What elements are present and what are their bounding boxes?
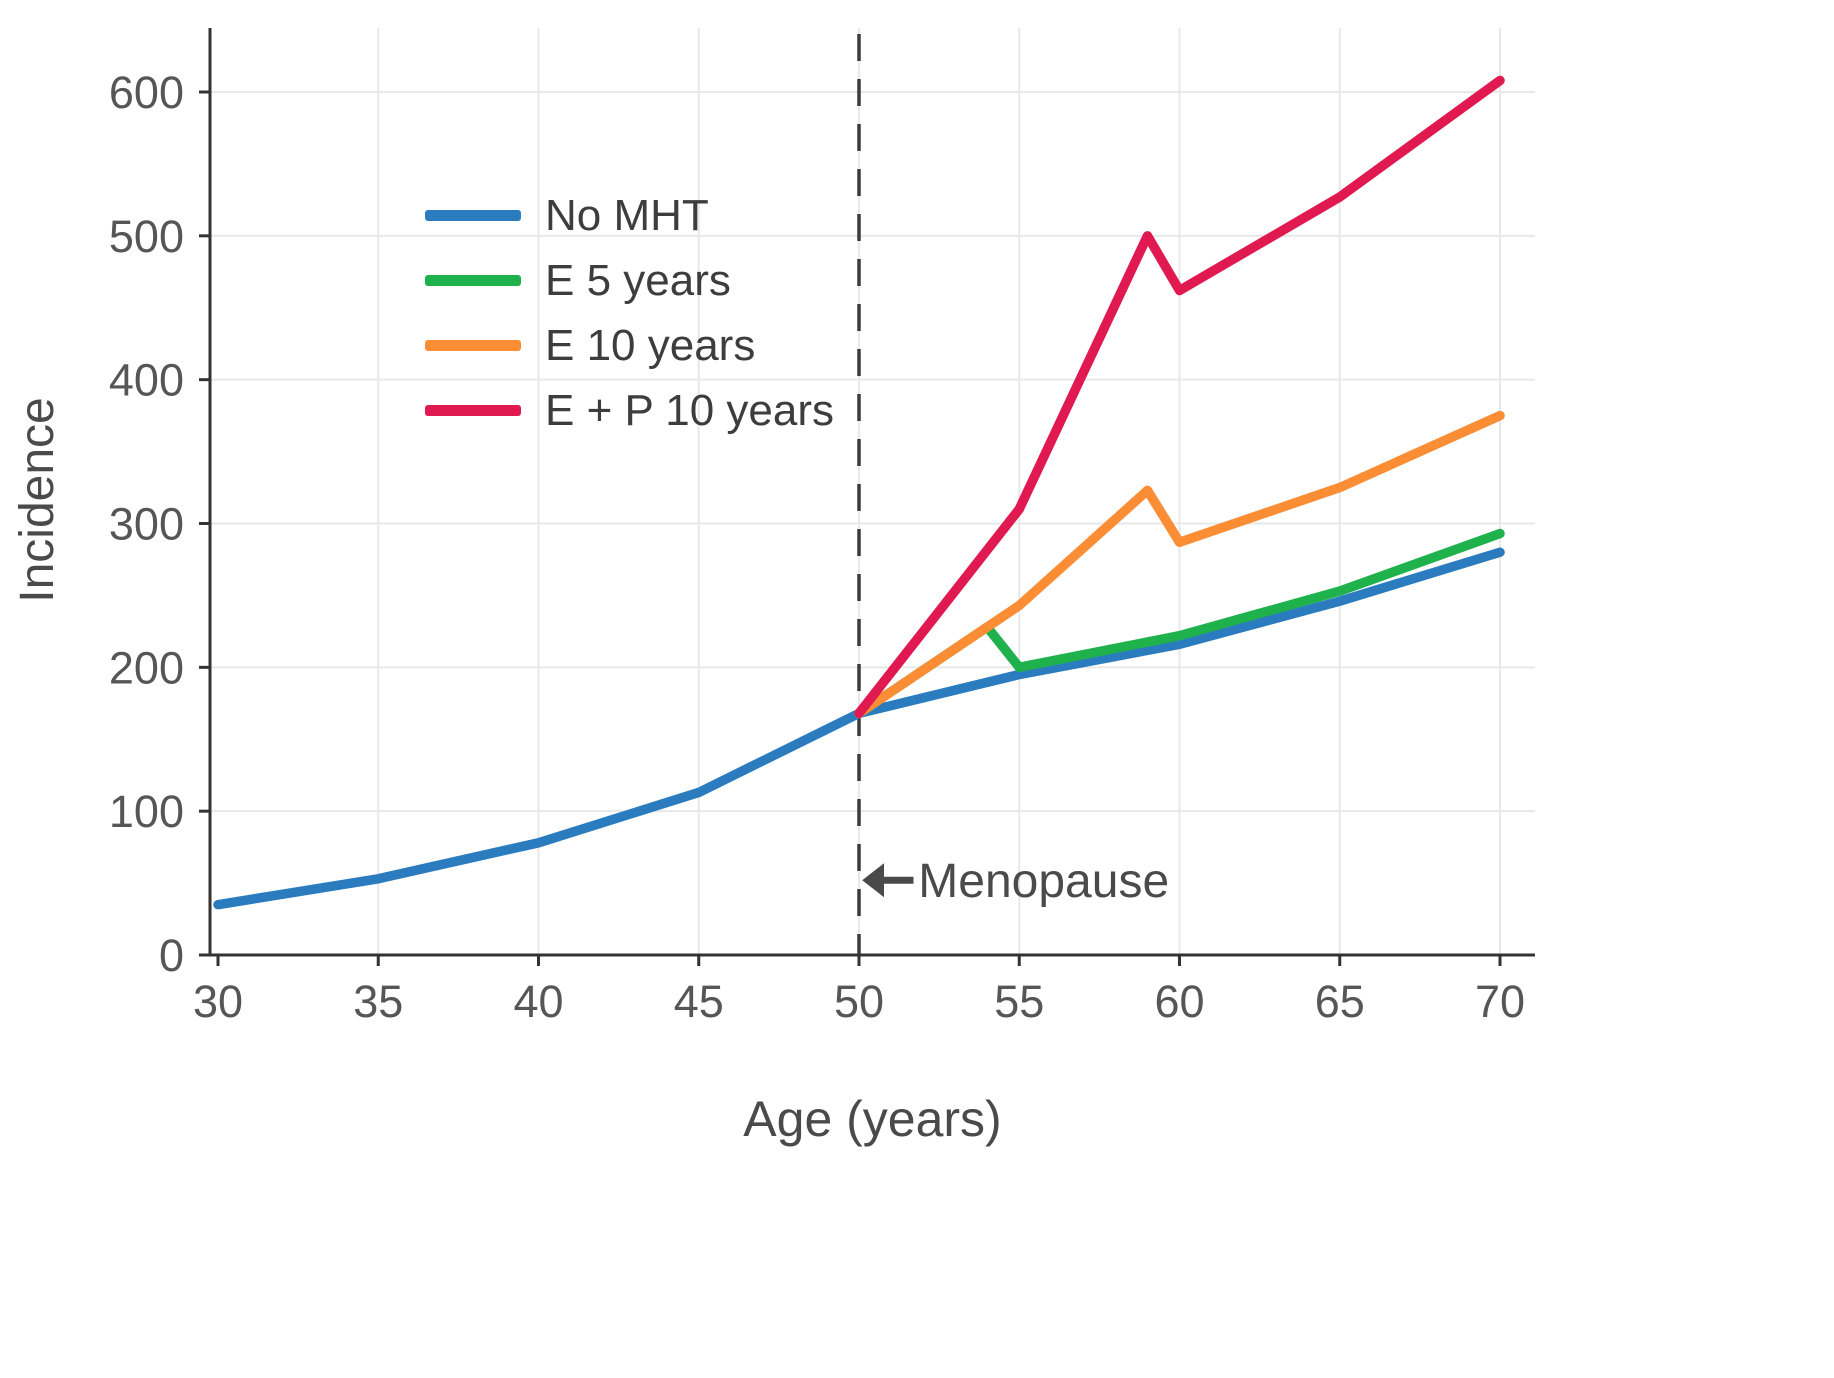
y-axis-label: Incidence — [11, 397, 64, 603]
menopause-annotation-label: Menopause — [918, 855, 1169, 908]
legend-item-no-mht: No MHT — [425, 183, 834, 248]
x-tick-label: 45 — [674, 976, 724, 1027]
y-tick-label: 0 — [159, 930, 184, 981]
legend-label-no-mht: No MHT — [545, 190, 709, 240]
y-tick-label: 200 — [109, 642, 184, 693]
x-tick-label: 50 — [834, 976, 884, 1027]
x-tick-label: 35 — [353, 976, 403, 1027]
menopause-arrow-head-icon — [862, 863, 884, 898]
y-tick-label: 500 — [109, 211, 184, 262]
legend-swatch-e-10-years-icon — [425, 340, 521, 351]
x-tick-label: 60 — [1154, 976, 1204, 1027]
y-tick-label: 100 — [109, 786, 184, 837]
y-tick-label: 300 — [109, 499, 184, 550]
series-line-e-10-years — [854, 410, 1505, 719]
x-tick-label: 55 — [994, 976, 1044, 1027]
y-tick-label: 400 — [109, 355, 184, 406]
legend-item-e-10-years: E 10 years — [425, 313, 834, 378]
legend-label-e-5-years: E 5 years — [545, 255, 731, 305]
x-axis-label: Age (years) — [743, 1091, 1002, 1147]
x-tick-label: 40 — [513, 976, 563, 1027]
legend-swatch-no-mht-icon — [425, 210, 521, 221]
legend-label-e-10-years: E 10 years — [545, 320, 756, 370]
legend-item-e-5-years: E 5 years — [425, 248, 834, 313]
legend-label-e-p-10-years: E + P 10 years — [545, 385, 835, 435]
x-tick-label: 70 — [1475, 976, 1525, 1027]
legend-item-e-p-10-years: E + P 10 years — [425, 378, 834, 443]
legend-swatch-e-5-years-icon — [425, 275, 521, 286]
y-tick-label: 600 — [109, 67, 184, 118]
series-line-e-p-10-years — [854, 75, 1505, 719]
x-tick-label: 65 — [1315, 976, 1365, 1027]
legend-swatch-e-p-10-years-icon — [425, 405, 521, 416]
x-tick-label: 30 — [193, 976, 243, 1027]
legend: No MHT E 5 years E 10 years E + P 10 yea… — [425, 183, 834, 443]
